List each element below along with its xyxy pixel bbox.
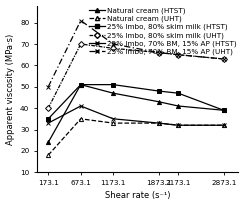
Y-axis label: Apparent viscosity (MPa·s): Apparent viscosity (MPa·s) bbox=[6, 33, 15, 145]
Legend: Natural cream (HTST), Natural cream (UHT), 25% Imbo, 80% skim milk (HTST), 25% I: Natural cream (HTST), Natural cream (UHT… bbox=[89, 6, 238, 56]
X-axis label: Shear rate (s⁻¹): Shear rate (s⁻¹) bbox=[105, 191, 171, 200]
